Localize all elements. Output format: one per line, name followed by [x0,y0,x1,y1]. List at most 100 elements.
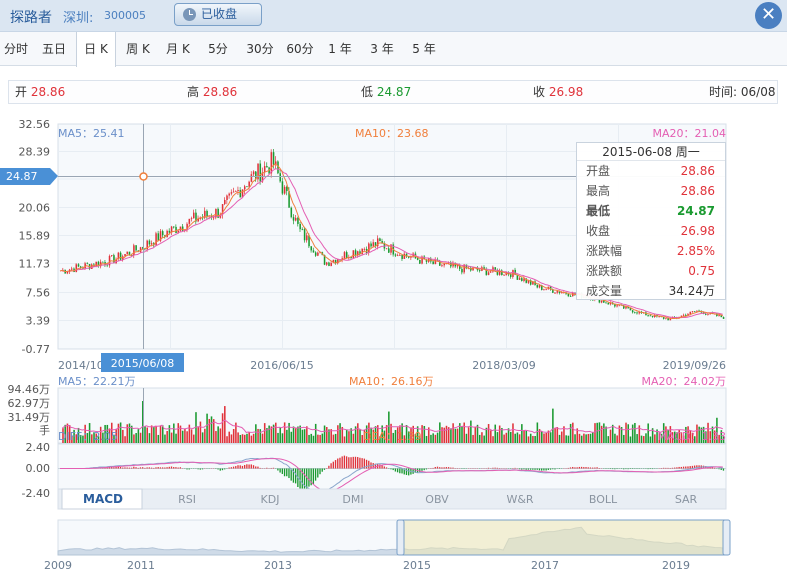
crosshair-point [139,172,148,181]
volume-bar [368,422,370,443]
kline-y-tick: 11.73 [19,258,51,271]
indicator-tab-rsi[interactable]: RSI [178,493,196,506]
macd-bar [425,468,428,470]
volume-bar [257,428,259,443]
volume-bar [68,425,71,443]
volume-bar [239,434,242,443]
kline-ma20-line [59,168,723,319]
tab-five-day[interactable]: 五日 [41,42,66,56]
candle-body [543,289,545,291]
candle-body [195,212,197,222]
candle-body [399,254,401,256]
volume-bar [275,422,277,443]
macd-bar [547,468,549,470]
macd-bar [175,467,177,469]
macd-bar [361,458,363,469]
volume-bar [518,434,521,443]
candle-body [314,252,317,256]
volume-bar [248,432,250,443]
navigator-year-label: 2011 [127,559,155,572]
volume-bar [565,435,567,443]
indicator-tab-obv[interactable]: OBV [425,493,449,506]
tooltip-row-open: 开盘 28.86 [586,164,715,178]
tab-60min[interactable]: 60分 [286,42,314,56]
candle-body [345,252,348,259]
candle-body [288,191,290,208]
macd-bar [339,457,341,469]
close-button[interactable]: ✕ [755,2,782,29]
volume-bar [381,425,383,443]
macd-bar [330,463,332,469]
volume-bar [146,427,149,443]
volume-bar [656,429,658,443]
volume-bar [232,429,235,443]
volume-bar [150,425,153,443]
tab-monthly-k[interactable]: 月 K [166,42,190,56]
candle-body [623,305,625,309]
candle-body [636,312,638,314]
macd-bar [248,464,250,469]
volume-bar [576,428,579,443]
volume-bar [164,434,166,443]
macd-bar [598,467,600,469]
candle-body [463,264,465,273]
volume-bar [496,432,499,443]
tab-daily-k[interactable]: 日 K [76,32,116,67]
macd-bar [443,467,445,469]
candle-body [509,274,512,277]
macd-bar [594,467,596,469]
navigator-selection[interactable] [399,519,728,556]
candle-body [689,311,692,315]
volume-bar [676,432,678,443]
indicator-tab-dmi[interactable]: DMI [342,493,363,506]
macd-bar [139,467,142,469]
tab-weekly-k[interactable]: 周 K [126,42,150,56]
candle-body [357,251,359,256]
tab-3-year[interactable]: 3 年 [370,42,394,56]
candle-body [722,317,725,319]
indicator-tab-boll[interactable]: BOLL [589,493,618,506]
tab-1-year[interactable]: 1 年 [328,42,352,56]
macd-bar [671,467,674,469]
volume-bar [71,435,73,443]
indicator-tab-kdj[interactable]: KDJ [261,493,280,506]
indicator-tab-wr[interactable]: W&R [506,493,533,506]
macd-bar [250,464,252,469]
volume-bar [445,425,448,443]
tab-30min[interactable]: 30分 [246,42,274,56]
close-stat: 收 26.98 [533,85,584,99]
indicator-tab-sar[interactable]: SAR [675,493,698,506]
volume-bar [277,432,279,443]
volume-y-tick: 31.49万 [8,411,51,424]
candle-body [193,212,195,219]
candle-body [168,230,171,233]
tab-5min[interactable]: 5分 [208,42,228,56]
volume-bar [64,424,66,443]
tab-intraday[interactable]: 分时 [3,42,28,56]
volume-bar [627,424,630,443]
candle-body [707,313,709,315]
volume-bar [671,432,674,443]
candle-body [388,248,390,253]
indicator-tab-macd[interactable]: MACD [83,492,123,506]
macd-bar [578,466,581,469]
navigator-left-handle[interactable] [396,519,405,556]
candle-body [97,261,100,267]
volume-bar [237,432,239,443]
volume-bar [288,422,290,443]
candle-body [243,186,246,190]
navigator-right-handle[interactable] [722,519,731,556]
candle-body [226,195,228,200]
volume-bar [472,434,474,443]
macd-bar [119,466,122,469]
macd-bar [396,468,399,473]
volume-bar [252,433,255,443]
candle-body [66,271,69,274]
candle-body [691,311,694,313]
volume-bar [447,427,450,443]
macd-bar [153,467,155,469]
tab-5-year[interactable]: 5 年 [412,42,436,56]
kline-y-tick: 32.56 [19,118,51,131]
volume-bar [594,423,596,443]
market-status-button[interactable]: 已收盘 [174,3,262,26]
